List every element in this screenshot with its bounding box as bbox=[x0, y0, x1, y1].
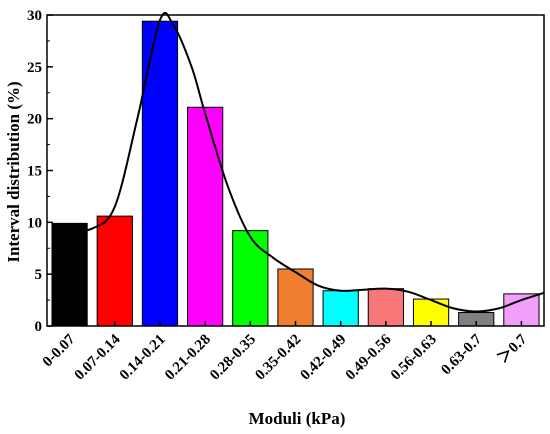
x-tick-label: 0.56-0.63 bbox=[388, 332, 440, 384]
y-tick-label: 15 bbox=[27, 164, 42, 180]
bar-0 bbox=[51, 222, 88, 327]
y-tick-label: 25 bbox=[27, 60, 42, 76]
y-ticks-group: 0 5 10 15 20 25 30 bbox=[27, 8, 53, 335]
x-tick-label: ＞0.7 bbox=[495, 331, 531, 367]
bar-6 bbox=[322, 290, 359, 327]
x-tick-label: 0.42-0.49 bbox=[298, 332, 350, 384]
x-tick-label: 0.21-0.28 bbox=[162, 332, 214, 384]
bar-5 bbox=[277, 268, 314, 327]
x-ticks-group: 0-0.070.07-0.140.14-0.210.21-0.280.28-0.… bbox=[40, 321, 531, 383]
y-tick-label: 30 bbox=[27, 8, 42, 24]
bar-7 bbox=[367, 288, 404, 327]
x-tick-label: 0.28-0.35 bbox=[207, 332, 259, 384]
fit-curve bbox=[69, 11, 545, 313]
x-tick-label: 0.63-0.7 bbox=[438, 331, 485, 378]
y-tick-label: 5 bbox=[35, 267, 43, 283]
bar-4 bbox=[232, 230, 269, 327]
x-tick-label: 0.35-0.42 bbox=[252, 332, 304, 384]
y-axis-title: Interval distribution (%) bbox=[4, 81, 23, 262]
x-tick-label: 0.14-0.21 bbox=[117, 332, 169, 384]
bar-3 bbox=[187, 106, 224, 327]
y-tick-label: 10 bbox=[27, 215, 42, 231]
y-tick-label: 0 bbox=[35, 319, 43, 335]
bar-1 bbox=[96, 215, 133, 327]
y-tick-label: 20 bbox=[27, 112, 42, 128]
x-tick-label: 0.07-0.14 bbox=[72, 331, 124, 383]
x-tick-label: 0-0.07 bbox=[40, 331, 79, 370]
x-tick-label: 0.49-0.56 bbox=[343, 331, 395, 383]
x-axis-title: Moduli (kPa) bbox=[249, 409, 346, 428]
fit-curve-group bbox=[69, 11, 545, 313]
